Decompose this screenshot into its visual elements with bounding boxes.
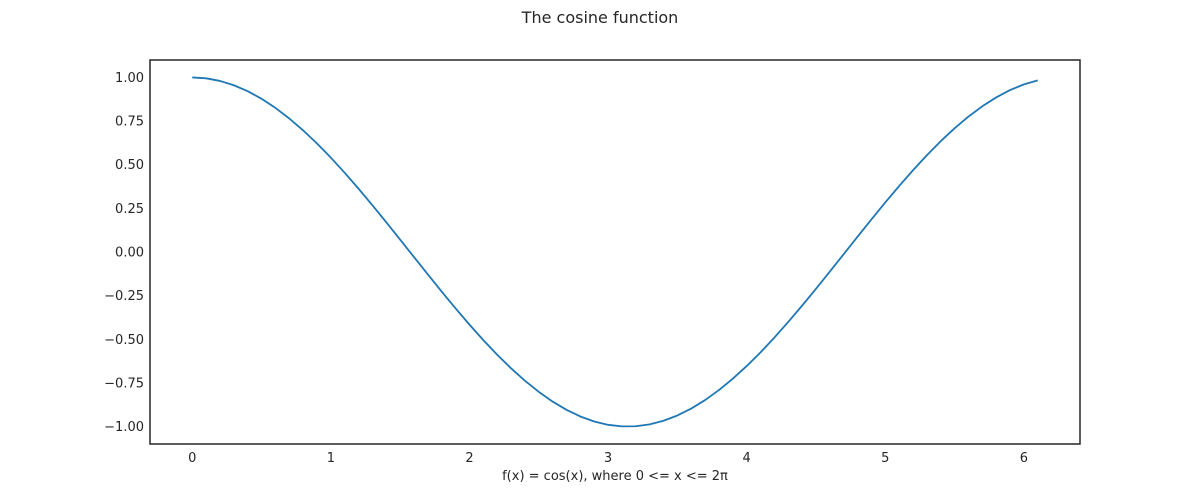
y-tick-label: −1.00 [104,420,144,435]
x-tick-label: 6 [1020,451,1028,466]
x-axis: 0 1 2 3 4 5 6 [188,451,1028,466]
x-tick-label: 0 [188,451,196,466]
plot-area [149,59,1081,445]
y-tick-label: −0.25 [104,289,144,304]
x-tick-label: 5 [881,451,889,466]
y-tick-label: 0.25 [115,202,144,217]
y-tick-label: 0.00 [115,246,144,261]
y-tick-label: −0.50 [104,333,144,348]
x-axis-label: f(x) = cos(x), where 0 <= x <= 2π [502,469,728,484]
y-tick-label: 0.50 [115,158,144,173]
y-tick-label: 0.75 [115,115,144,130]
x-tick-label: 4 [743,451,751,466]
x-tick-label: 1 [327,451,335,466]
y-tick-label: 1.00 [115,71,144,86]
y-tick-label: −0.75 [104,376,144,391]
y-axis: 1.00 0.75 0.50 0.25 0.00 −0.25 −0.50 −0.75 −1.00 [104,71,144,435]
x-tick-label: 3 [604,451,612,466]
cosine-series-line [192,76,1038,428]
chart-title: The cosine function [521,8,679,27]
x-tick-label: 2 [465,451,473,466]
